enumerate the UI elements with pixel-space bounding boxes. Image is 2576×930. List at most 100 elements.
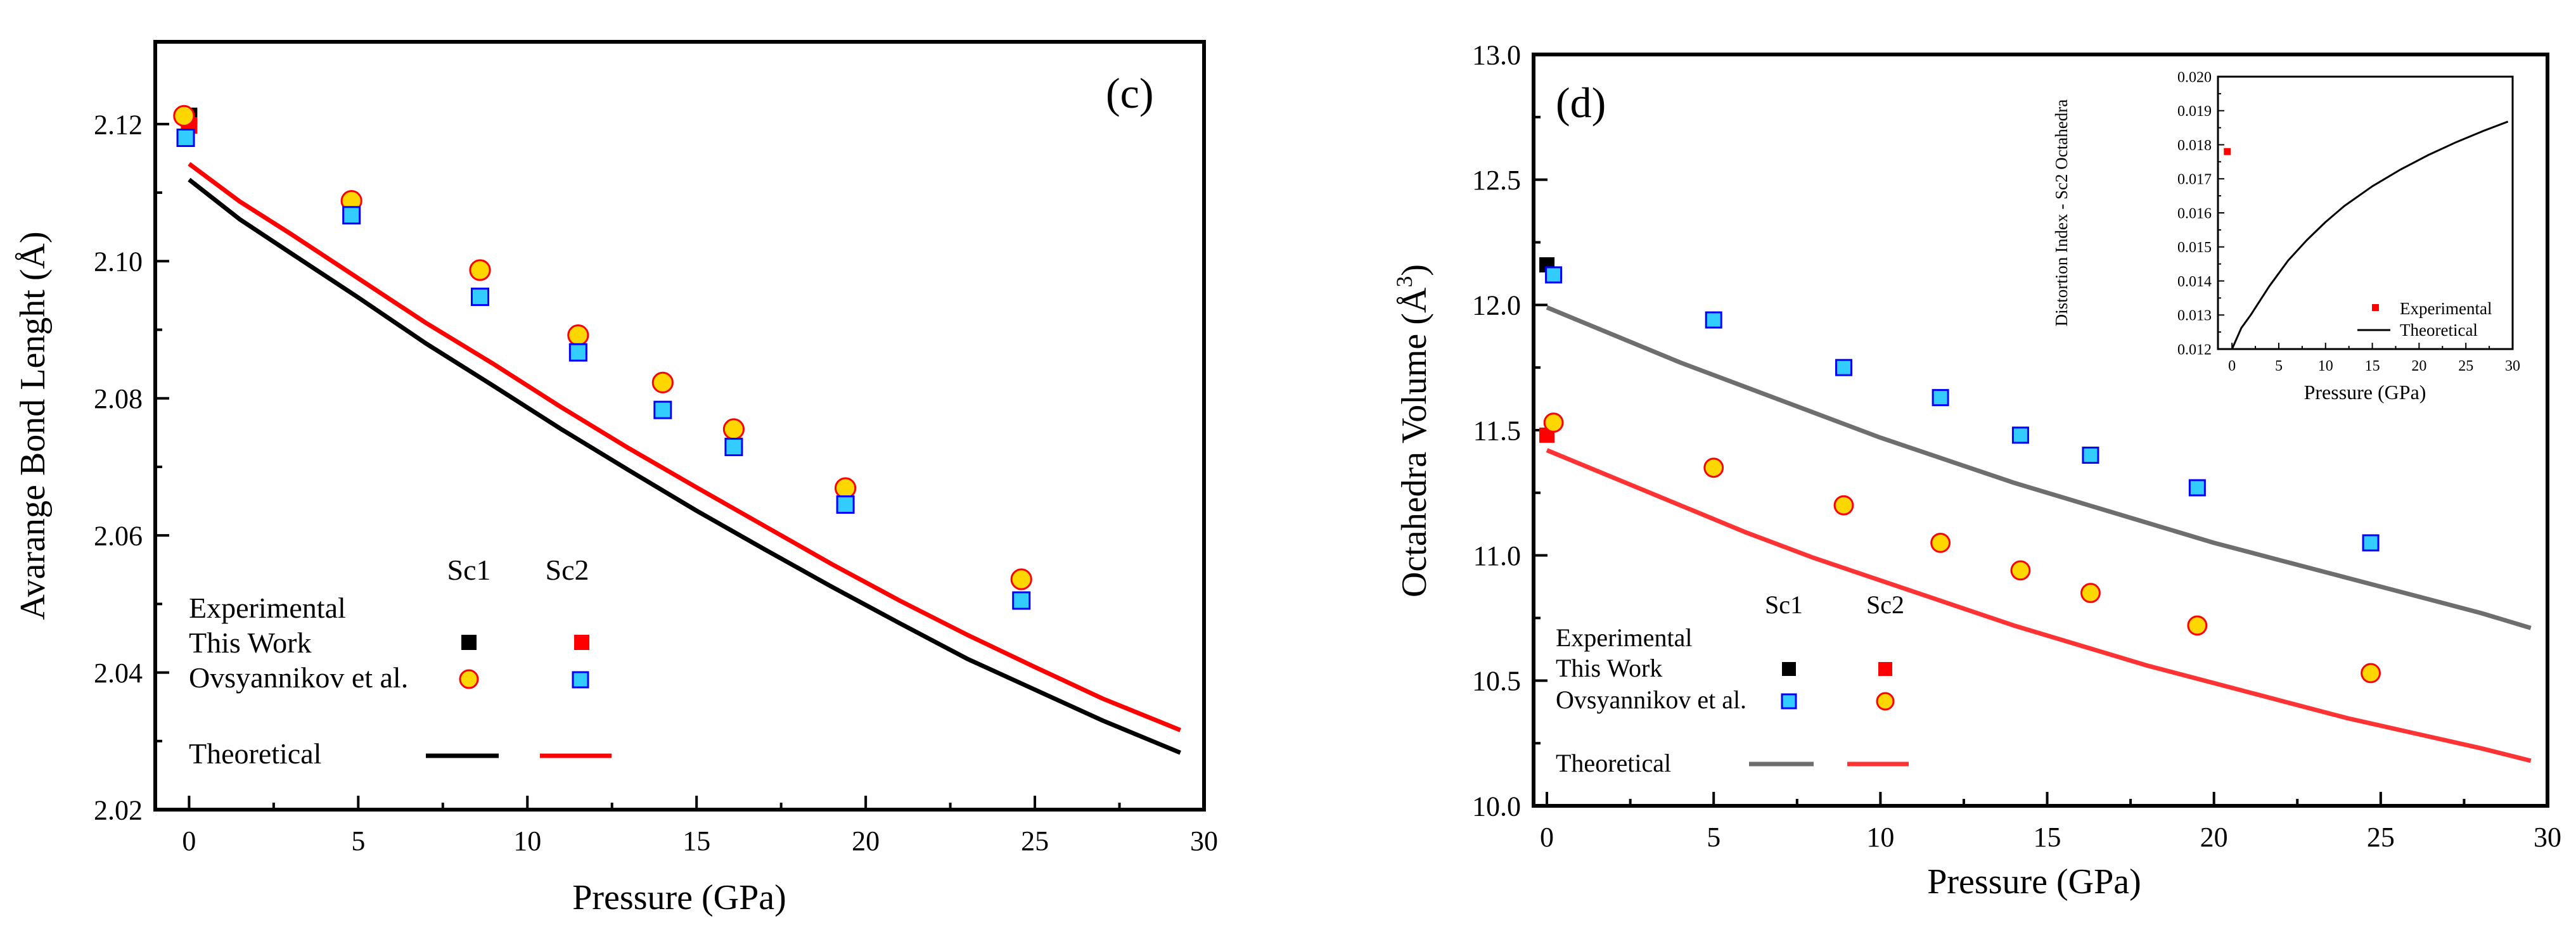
panel-d-data-point-ovsyannikov-et-al-sc2: [1703, 457, 1724, 478]
panel-c-y-axis-label: Avarange Bond Lenght (Å): [13, 231, 53, 620]
inset-y-tick-label: 0.015: [2177, 239, 2212, 256]
panel-d-label: (d): [1556, 79, 1606, 127]
inset-x-tick-label: 5: [2275, 358, 2283, 374]
panel-d-y-tick-label: 11.5: [1473, 415, 1521, 446]
legend-marker-ovsyannikov-sc2: [572, 671, 589, 689]
panel-c-data-point-ovsyannikov-et-al-sc2: [1012, 591, 1031, 610]
panel-d-legend: Sc1 Sc2 Experimental This Work Ovsyannik…: [1556, 590, 1909, 777]
panel-c-y-tick-label: 2.04: [94, 658, 143, 689]
inset-legend-marker-experimental: [2372, 304, 2379, 311]
panel-d-y-tick-label: 12.5: [1472, 165, 1521, 196]
inset-y-tick-label: 0.016: [2177, 205, 2212, 222]
inset-x-tick-label: 25: [2458, 358, 2473, 374]
panel-c-data-point-ovsyannikov-et-al-sc2: [568, 343, 587, 362]
panel-d-y-tick-label: 12.0: [1472, 290, 1521, 321]
panel-c-data-point-ovsyannikov-et-al-sc1: [722, 418, 745, 440]
panel-c-legend: Sc1 Sc2 Experimental This Work Ovsyannik…: [189, 554, 612, 770]
legend-ovsyannikov: Ovsyannikov et al.: [1556, 685, 1746, 714]
inset-legend-theoretical: Theoretical: [2400, 321, 2478, 340]
panel-d-data-point-ovsyannikov-et-al-sc2: [1833, 495, 1854, 516]
inset-legend-experimental: Experimental: [2400, 299, 2492, 318]
inset-x-axis-label: Pressure (GPa): [2304, 381, 2426, 404]
legend-col-sc2: Sc2: [1866, 590, 1904, 619]
inset-series-line-theoretical: [2231, 120, 2509, 350]
panel-d-data-point-ovsyannikov-et-al-sc1: [2011, 426, 2029, 444]
legend-col-sc2: Sc2: [546, 554, 589, 586]
panel-c-series-line-theoretical-sc1: [188, 177, 1181, 755]
panel-c-y-tick-label: 2.08: [94, 383, 143, 414]
inset-x-tick-label: 0: [2228, 358, 2236, 374]
panel-d: 0 5 10 15 20 25 3010.010.511.011.512.012.513.0…: [1392, 39, 2561, 901]
panel-c-x-tick-label: 25: [1021, 825, 1049, 857]
inset-x-tick-label: 30: [2505, 358, 2520, 374]
panel-d-x-tick-label: 10: [1866, 822, 1894, 853]
legend-marker-ovsyannikov-sc1: [1781, 693, 1797, 710]
legend-ovsyannikov: Ovsyannikov et al.: [189, 661, 408, 694]
legend-marker-this-work-sc2: [574, 635, 589, 650]
panel-d-data-point-ovsyannikov-et-al-sc2: [2010, 560, 2031, 581]
legend-theoretical: Theoretical: [1556, 749, 1671, 777]
inset-x-tick-label: 10: [2318, 358, 2333, 374]
legend-marker-ovsyannikov-sc2: [1876, 692, 1895, 711]
panel-d-data-point-ovsyannikov-et-al-sc1: [1705, 311, 1722, 329]
panel-d-data-point-ovsyannikov-et-al-sc1: [2188, 479, 2206, 497]
panel-d-data-point-ovsyannikov-et-al-sc1: [1932, 389, 1949, 407]
legend-col-sc1: Sc1: [447, 554, 491, 586]
panel-c-x-axis-label: Pressure (GPa): [572, 878, 786, 917]
legend-marker-this-work-sc2: [1878, 662, 1892, 676]
panel-c-y-tick-label: 2.12: [94, 109, 143, 140]
panel-d-x-tick-label: 15: [2034, 822, 2061, 853]
legend-marker-ovsyannikov-sc1: [459, 669, 479, 689]
panel-d-data-point-ovsyannikov-et-al-sc2: [2187, 615, 2208, 636]
panel-d-x-tick-label: 5: [1707, 822, 1721, 853]
panel-d-y-tick-label: 10.0: [1472, 791, 1521, 822]
panel-c-y-tick-label: 2.10: [94, 246, 143, 277]
panel-d-x-tick-label: 25: [2367, 822, 2395, 853]
panel-c-data-point-ovsyannikov-et-al-sc1: [1010, 568, 1032, 590]
panel-d-y-axis-label: Octahedra Volume (Å3): [1392, 264, 1434, 597]
panel-d-data-point-ovsyannikov-et-al-sc1: [2362, 534, 2380, 552]
panel-d-x-axis-label: Pressure (GPa): [1927, 862, 2141, 901]
panel-c-data-point-ovsyannikov-et-al-sc2: [653, 400, 672, 419]
panel-c-data-point-ovsyannikov-et-al-sc1: [173, 105, 195, 127]
legend-experimental: Experimental: [189, 592, 346, 624]
legend-this-work: This Work: [189, 627, 312, 659]
panel-c-y-tick-label: 2.06: [94, 521, 143, 552]
inset-distortion-index: 0 5 10 15 20 25 30 0.012 0.013 0.014 0.015 0.016 0.0…: [2052, 69, 2532, 404]
panel-c-data-point-ovsyannikov-et-al-sc1: [469, 259, 491, 281]
inset-y-tick-label: 0.019: [2177, 103, 2212, 120]
inset-y-tick-label: 0.020: [2177, 69, 2212, 86]
panel-c-data-point-ovsyannikov-et-al-sc2: [471, 288, 490, 307]
panel-c-x-tick-label: 0: [182, 825, 196, 857]
panel-c-x-tick-label: 20: [852, 825, 880, 857]
inset-y-tick-label: 0.013: [2177, 308, 2212, 324]
panel-c-data-point-ovsyannikov-et-al-sc2: [724, 438, 743, 457]
inset-y-axis-label: Distortion Index - Sc2 Octahedra: [2052, 99, 2071, 326]
legend-this-work: This Work: [1556, 654, 1662, 682]
panel-d-data-point-ovsyannikov-et-al-sc1: [2082, 447, 2099, 464]
panel-c-label: (c): [1106, 69, 1153, 117]
panel-c-data-point-ovsyannikov-et-al-sc1: [834, 477, 857, 499]
legend-theoretical: Theoretical: [189, 737, 321, 770]
panel-d-data-point-ovsyannikov-et-al-sc1: [1835, 359, 1852, 376]
panel-d-data-point-ovsyannikov-et-al-sc2: [1543, 412, 1564, 433]
legend-marker-this-work-sc1: [1782, 662, 1796, 676]
inset-data-point-experimental: [2224, 148, 2231, 155]
inset-y-tick-label: 0.018: [2177, 137, 2212, 154]
legend-marker-this-work-sc1: [461, 635, 477, 650]
panel-d-x-tick-label: 20: [2200, 822, 2228, 853]
panel-c-x-tick-label: 15: [682, 825, 710, 857]
panel-c-x-tick-label: 30: [1190, 825, 1218, 857]
inset-y-tick-label: 0.017: [2177, 172, 2212, 188]
panel-d-series-line-theoretical-sc1: [1546, 305, 2532, 630]
inset-background: [2063, 70, 2532, 396]
panel-c-plot-frame: [153, 40, 1206, 812]
inset-x-tick-label: 20: [2411, 358, 2426, 374]
panel-c-y-tick-label: 2.02: [94, 794, 143, 825]
y-label-end: ): [1395, 264, 1434, 276]
inset-y-tick-label: 0.012: [2177, 341, 2212, 358]
panel-c-x-tick-label: 5: [351, 825, 365, 857]
panel-c: 0 5 10 15 20 25 30 2.02 2.04 2.06 2.08 2.10 2.12 (c)…: [13, 40, 1218, 917]
y-label-main: Octahedra Volume (Å: [1395, 287, 1434, 597]
